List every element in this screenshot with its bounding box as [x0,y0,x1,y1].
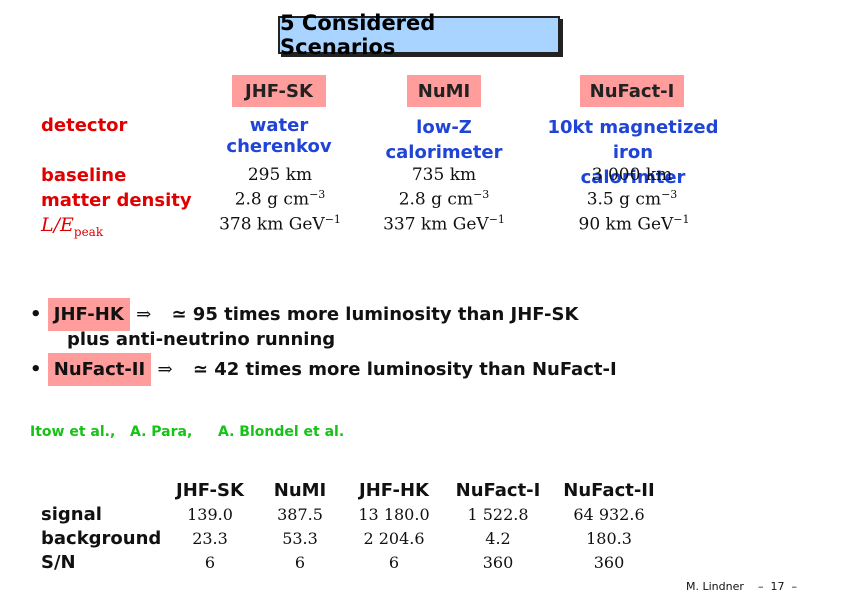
bullet-text: ≃ 42 times more luminosity than NuFact-I [192,359,617,380]
results-row-label: signal [41,504,102,525]
l-over-e-subscript: peak [73,224,104,239]
results-header: NuFact-I [455,480,541,501]
implies-arrow: ⇒ [136,304,152,325]
results-cell: 360 [593,553,625,572]
results-header: JHF-SK [176,480,244,501]
l-over-e-exponent: −1 [673,213,690,226]
row-label-baseline: baseline [41,165,127,186]
bullet-continuation: plus anti-neutrino running [67,329,336,350]
bullet-marker: • [30,359,42,380]
header-label: NuFact-I [589,80,675,102]
bullet-tag: NuFact-II [47,353,152,386]
density-exponent: −3 [473,188,490,201]
row-label-matter-density: matter density [41,190,192,211]
bullet-tag: JHF-HK [47,298,130,331]
bullet-item-nufact-ii: • NuFact-II ⇒ ≃ 42 times more luminosity… [30,353,617,386]
header-jhf-sk: JHF-SK [232,75,326,107]
l-over-e-exponent: −1 [324,213,341,226]
footer-author: M. Lindner [686,580,744,593]
results-cell: 4.2 [485,529,511,548]
detector-line: water cherenkov [226,115,332,157]
results-cell: 139.0 [187,505,233,524]
header-label: NuMI [417,80,471,102]
reference-para: A. Para, [130,424,193,440]
results-cell: 6 [294,553,306,572]
detector-numi: low-Z calorimeter [374,115,514,165]
results-cell: 2 204.6 [363,529,425,548]
results-cell: 360 [482,553,514,572]
bullet-item-jhf-hk: • JHF-HK ⇒ ≃ 95 times more luminosity th… [30,298,579,331]
row-label-l-over-e: L/Epeak [41,214,103,239]
results-cell: 6 [204,553,216,572]
results-header: NuFact-II [563,480,655,501]
density-value: 3.5 g cm [586,189,662,210]
results-cell: 23.3 [192,529,228,548]
density-exponent: −3 [309,188,326,201]
row-label-detector: detector [41,115,128,136]
header-nufact-i: NuFact-I [580,75,684,107]
bullet-marker: • [30,304,42,325]
detector-line: calorimter [580,167,686,188]
density-value: 2.8 g cm [234,189,310,210]
l-over-e-value: 337 km GeV [383,214,489,235]
detector-jhf-sk: water cherenkov [196,115,362,157]
page-title-text: 5 Considered Scenarios [280,11,436,59]
results-cell: 1 522.8 [467,505,529,524]
results-cell: 387.5 [277,505,323,524]
bullet-text: ≃ 95 times more luminosity than JHF-SK [171,304,579,325]
detector-line: 10kt magnetized iron [547,117,719,163]
results-header: NuMI [273,480,327,501]
results-cell: 53.3 [282,529,318,548]
page-title: 5 Considered Scenarios [278,11,560,59]
density-jhf-sk: 2.8 g cm−3 [220,188,340,210]
l-over-e-symbol: L/E [41,214,74,236]
reference-blondel: A. Blondel et al. [218,424,345,440]
detector-line: calorimeter [385,142,503,163]
density-exponent: −3 [661,188,678,201]
detector-line: low-Z [416,117,472,138]
results-cell: 13 180.0 [358,505,430,524]
results-header: JHF-HK [359,480,429,501]
results-row-label: background [41,528,162,549]
implies-arrow: ⇒ [157,359,173,380]
l-over-e-value: 90 km GeV [578,214,674,235]
l-over-e-numi: 337 km GeV−1 [364,213,524,235]
results-cell: 180.3 [586,529,632,548]
reference-itow: Itow et al., [30,424,116,440]
detector-nufact-i: 10kt magnetized iron calorimter [526,115,740,190]
results-cell: 6 [388,553,400,572]
density-numi: 2.8 g cm−3 [384,188,504,210]
results-cell: 64 932.6 [573,505,645,524]
results-row-label: S/N [41,552,76,573]
l-over-e-value: 378 km GeV [219,214,325,235]
baseline-jhf-sk: 295 km [247,165,313,185]
density-nufact-i: 3.5 g cm−3 [572,188,692,210]
l-over-e-jhf-sk: 378 km GeV−1 [200,213,360,235]
baseline-nufact-i: 3 000 km [591,165,673,185]
footer-page-number: – 17 – [758,580,797,593]
density-value: 2.8 g cm [398,189,474,210]
baseline-numi: 735 km [411,165,477,185]
header-numi: NuMI [407,75,481,107]
l-over-e-nufact-i: 90 km GeV−1 [554,213,714,235]
l-over-e-exponent: −1 [488,213,505,226]
header-label: JHF-SK [245,80,313,102]
